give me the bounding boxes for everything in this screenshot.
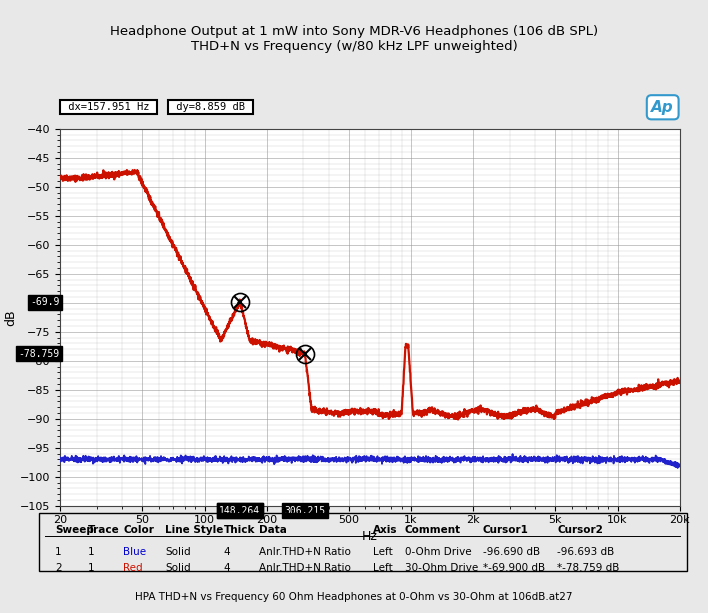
Text: -78.759: -78.759	[18, 349, 59, 359]
Text: Left: Left	[372, 563, 392, 573]
Text: Solid: Solid	[165, 563, 191, 573]
Text: Blue: Blue	[123, 547, 147, 557]
Text: Thick: Thick	[224, 525, 255, 535]
Text: 1: 1	[55, 547, 62, 557]
Text: Data: Data	[259, 525, 287, 535]
Text: -96.693 dB: -96.693 dB	[557, 547, 615, 557]
Text: Comment: Comment	[405, 525, 461, 535]
Text: Anlr.THD+N Ratio: Anlr.THD+N Ratio	[259, 563, 351, 573]
Text: 2: 2	[55, 563, 62, 573]
Y-axis label: dB: dB	[4, 309, 17, 326]
Text: dy=8.859 dB: dy=8.859 dB	[170, 102, 251, 112]
Text: HPA THD+N vs Frequency 60 Ohm Headphones at 0-Ohm vs 30-Ohm at 106dB.at27: HPA THD+N vs Frequency 60 Ohm Headphones…	[135, 592, 573, 602]
Text: Axis: Axis	[372, 525, 397, 535]
Text: -96.690 dB: -96.690 dB	[483, 547, 539, 557]
Text: Line Style: Line Style	[165, 525, 224, 535]
Text: Headphone Output at 1 mW into Sony MDR-V6 Headphones (106 dB SPL): Headphone Output at 1 mW into Sony MDR-V…	[110, 25, 598, 37]
Text: dx=157.951 Hz: dx=157.951 Hz	[62, 102, 155, 112]
Text: Sweep: Sweep	[55, 525, 94, 535]
Text: Trace: Trace	[88, 525, 119, 535]
Text: 30-Ohm Drive: 30-Ohm Drive	[405, 563, 478, 573]
Text: Solid: Solid	[165, 547, 191, 557]
Text: 4: 4	[224, 563, 230, 573]
Text: 4: 4	[224, 547, 230, 557]
Text: -69.9: -69.9	[30, 297, 59, 307]
Text: 306.215: 306.215	[285, 506, 326, 516]
Text: 148.264: 148.264	[219, 506, 261, 516]
Text: 148.264: 148.264	[219, 506, 261, 516]
Text: *-78.759 dB: *-78.759 dB	[557, 563, 620, 573]
X-axis label: Hz: Hz	[362, 530, 378, 543]
Text: Red: Red	[123, 563, 143, 573]
Text: 1: 1	[88, 547, 94, 557]
Text: THD+N vs Frequency (w/80 kHz LPF unweighted): THD+N vs Frequency (w/80 kHz LPF unweigh…	[190, 40, 518, 53]
Text: Anlr.THD+N Ratio: Anlr.THD+N Ratio	[259, 547, 351, 557]
Text: 0-Ohm Drive: 0-Ohm Drive	[405, 547, 472, 557]
Text: Color: Color	[123, 525, 154, 535]
Text: 1: 1	[88, 563, 94, 573]
Text: Ap: Ap	[651, 100, 674, 115]
Text: Cursor2: Cursor2	[557, 525, 603, 535]
Text: Cursor1: Cursor1	[483, 525, 529, 535]
Text: *-69.900 dB: *-69.900 dB	[483, 563, 545, 573]
Text: Left: Left	[372, 547, 392, 557]
